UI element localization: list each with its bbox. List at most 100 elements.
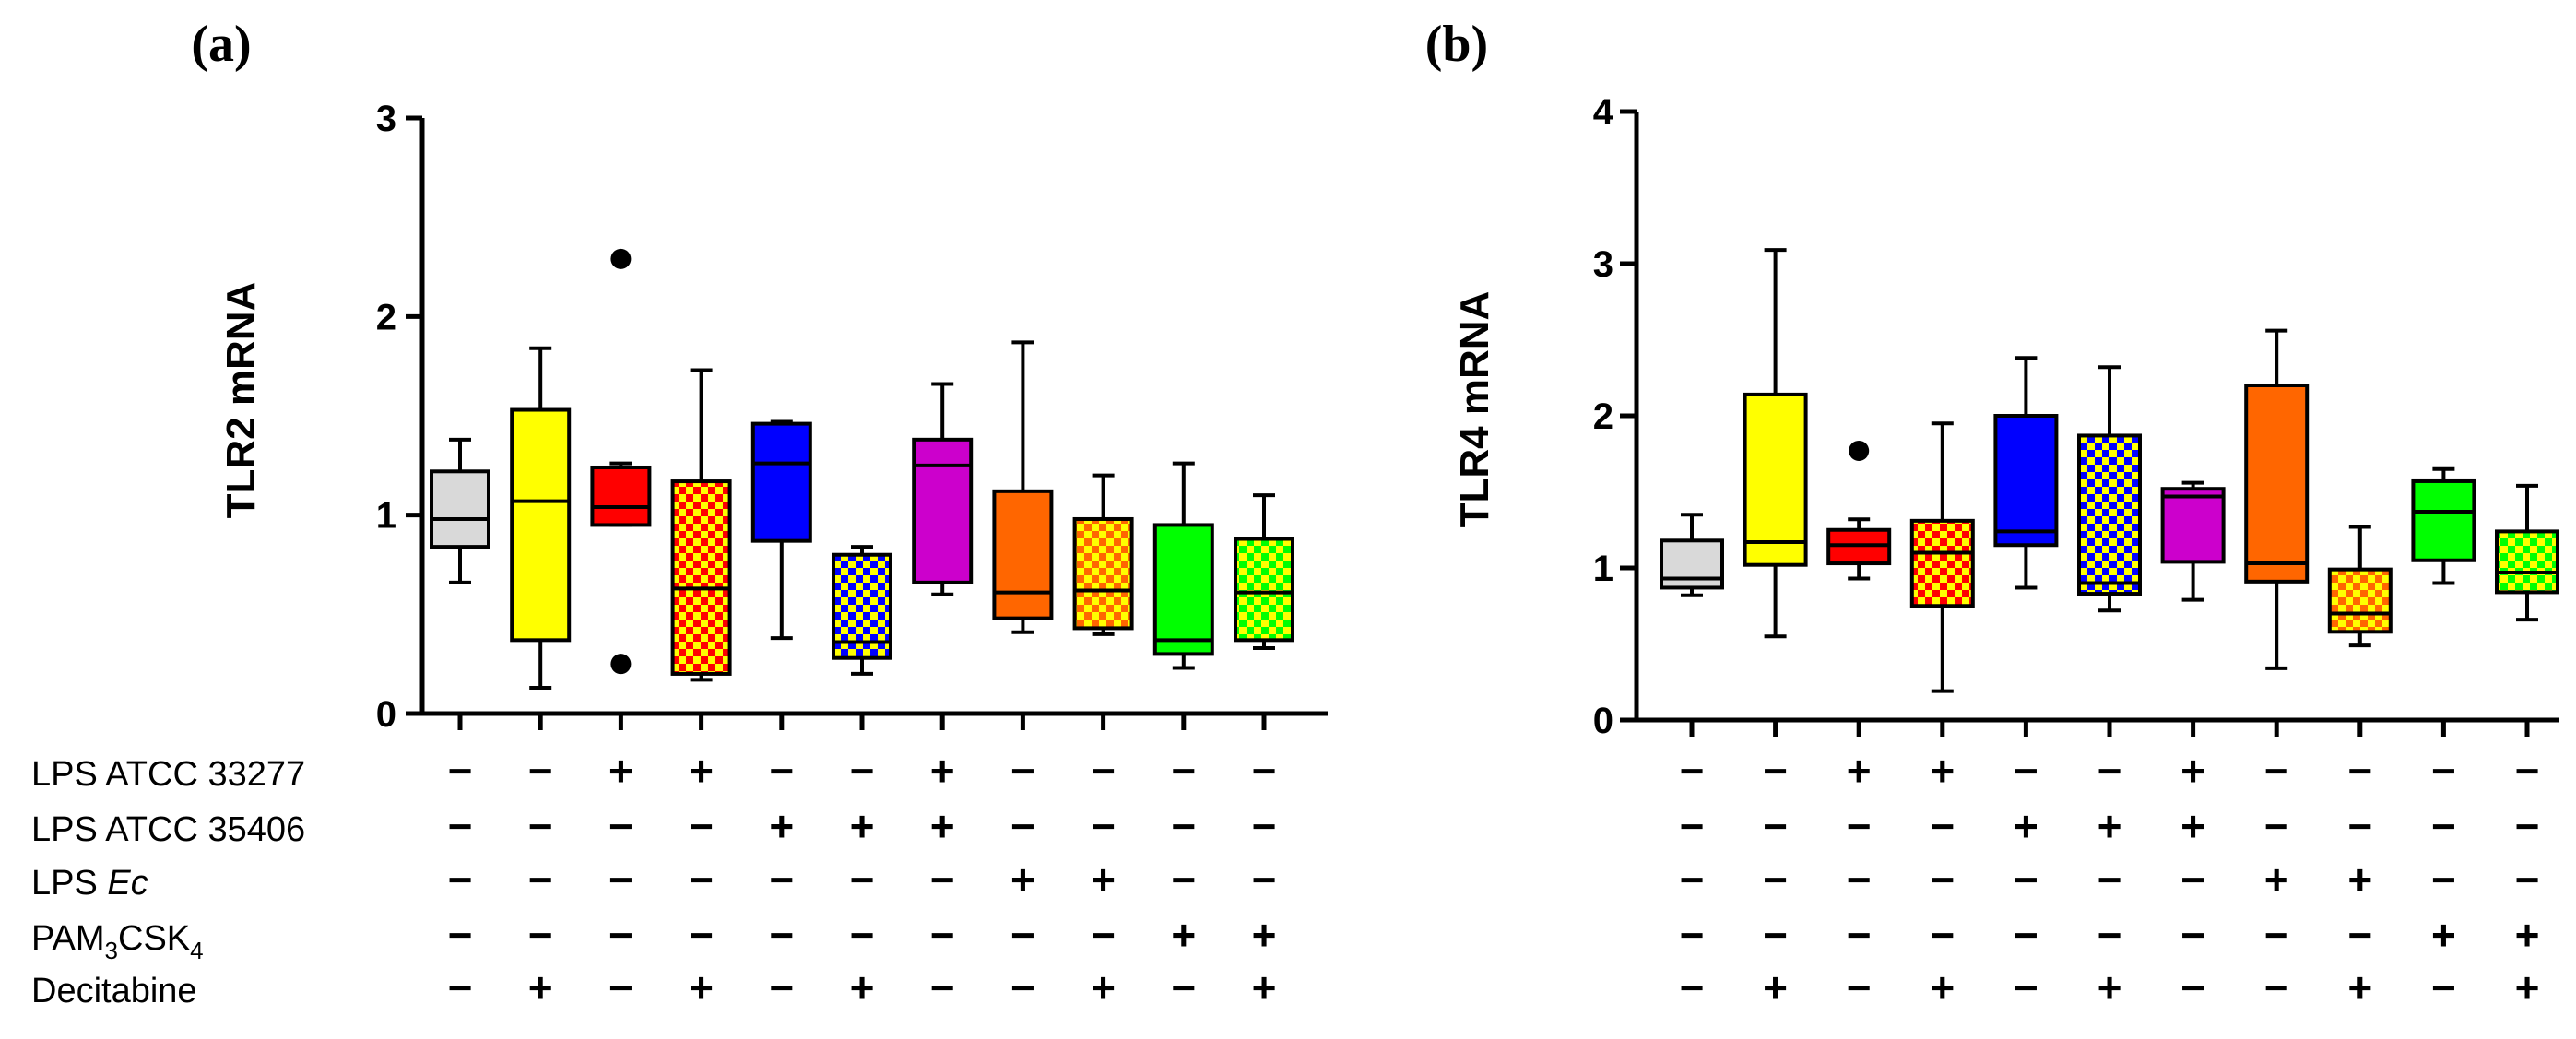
outlier-point [1849, 440, 1870, 461]
sign-b-r1-c11: − [2515, 747, 2540, 795]
sign-a-r1-c3: + [609, 747, 633, 795]
box-a-10 [1152, 461, 1214, 670]
panel-b: (b) TLR4 mRNA 0 1 2 3 4 [1425, 16, 2559, 741]
box-body [590, 465, 652, 527]
sign-b-r2-c1: − [1680, 802, 1705, 850]
sign-a-r3-c7: − [930, 856, 955, 903]
box-a-3 [590, 248, 652, 675]
box-body [2160, 487, 2226, 564]
sign-b-r4-c5: − [2014, 911, 2038, 959]
sign-a-r2-c8: − [1010, 802, 1035, 850]
sign-a-r5-c10: − [1171, 963, 1196, 1011]
sign-b-r4-c11: + [2515, 911, 2540, 959]
sign-b-r4-c1: − [1680, 911, 1705, 959]
box-body [2327, 567, 2393, 634]
sign-a-r1-c1: − [448, 747, 473, 795]
sign-b-r5-c3: − [1847, 963, 1872, 1011]
sign-a-r4-c8: − [1010, 911, 1035, 959]
box-body [750, 421, 812, 543]
sign-a-r3-c3: − [609, 856, 633, 903]
box-a-2 [510, 346, 572, 691]
box-b-3 [1826, 440, 1892, 581]
sign-a-r3-c5: − [769, 856, 794, 903]
box-body [430, 469, 490, 549]
box-body [1909, 518, 1975, 608]
sign-b-r1-c4: + [1930, 747, 1955, 795]
sign-b-r1-c2: − [1763, 747, 1788, 795]
sign-b-r2-c2: − [1763, 802, 1788, 850]
box-b-9 [2327, 525, 2393, 648]
box-b-7 [2160, 480, 2226, 602]
sign-b-r4-c9: − [2347, 911, 2372, 959]
box-body [1743, 392, 1808, 567]
sign-b-r5-c2: + [1763, 963, 1788, 1011]
sign-a-r2-c10: − [1171, 802, 1196, 850]
sign-a-r4-c3: − [609, 911, 633, 959]
sign-b-r2-c3: − [1847, 802, 1872, 850]
sign-b-r5-c8: − [2264, 963, 2289, 1011]
sign-b-r3-c5: − [2014, 856, 2038, 903]
outlier-point [610, 654, 632, 675]
sign-b-r1-c3: + [1847, 747, 1872, 795]
sign-b-r4-c10: + [2431, 911, 2456, 959]
sign-b-r2-c8: − [2264, 802, 2289, 850]
sign-b-r5-c1: − [1680, 963, 1705, 1011]
sign-b-r4-c6: − [2097, 911, 2122, 959]
sign-a-r1-c5: − [769, 747, 794, 795]
sign-b-r5-c10: − [2431, 963, 2456, 1011]
sign-a-r1-c2: − [528, 747, 553, 795]
sign-a-r1-c7: + [930, 747, 955, 795]
panel-a-label: (a) [191, 16, 251, 73]
sign-b-r3-c11: − [2515, 856, 2540, 903]
sign-a-r3-c11: − [1252, 856, 1277, 903]
sign-a-r2-c6: + [850, 802, 875, 850]
sign-b-r5-c11: + [2515, 963, 2540, 1011]
sign-b-r3-c8: + [2264, 856, 2289, 903]
box-b-11 [2495, 483, 2559, 622]
box-a-4 [670, 368, 732, 682]
sign-b-r4-c8: − [2264, 911, 2289, 959]
sign-a-r2-c7: + [930, 802, 955, 850]
sign-b-r2-c4: − [1930, 802, 1955, 850]
panel-b-y-tick-label: 2 [1593, 396, 1613, 437]
box-body [1993, 414, 2059, 548]
sign-a-r3-c4: − [689, 856, 714, 903]
sign-a-r5-c8: − [1010, 963, 1035, 1011]
sign-a-r5-c2: + [528, 963, 553, 1011]
row-label-pam-sub1: 3 [105, 937, 118, 964]
sign-a-r3-c10: − [1171, 856, 1196, 903]
panel-b-y-axis-label: TLR4 mRNA [1452, 291, 1497, 528]
sign-b-r3-c9: + [2347, 856, 2372, 903]
sign-a-r4-c6: − [850, 911, 875, 959]
box-a-6 [832, 545, 892, 676]
panel-a-y-axis-label: TLR2 mRNA [219, 282, 264, 519]
sign-b-r5-c9: + [2347, 963, 2372, 1011]
box-b-10 [2411, 466, 2476, 585]
sign-a-r2-c11: − [1252, 802, 1277, 850]
sign-b-r3-c10: − [2431, 856, 2456, 903]
sign-b-r1-c10: − [2431, 747, 2456, 795]
box-body [2244, 384, 2310, 584]
sign-a-r1-c8: − [1010, 747, 1035, 795]
box-a-7 [912, 382, 974, 596]
sign-b-r2-c5: + [2014, 802, 2038, 850]
sign-b-r2-c11: − [2515, 802, 2540, 850]
panel-b-y-tick-label: 3 [1593, 244, 1613, 285]
sign-a-r5-c9: + [1091, 963, 1116, 1011]
sign-b-r3-c4: − [1930, 856, 1955, 903]
condition-signs: −−−−−−−−−++−−−−+−−−+−+−−−−+−−+++−−−−−+−−… [448, 747, 2540, 1011]
sign-a-r3-c2: − [528, 856, 553, 903]
box-body [670, 479, 732, 676]
sign-b-r2-c10: − [2431, 802, 2456, 850]
sign-a-r3-c9: + [1091, 856, 1116, 903]
sign-a-r1-c6: − [850, 747, 875, 795]
row-label-lps-ec: LPS Ec [31, 864, 148, 903]
sign-b-r1-c9: − [2347, 747, 2372, 795]
sign-b-r1-c5: − [2014, 747, 2038, 795]
sign-b-r4-c2: − [1763, 911, 1788, 959]
box-b-2 [1743, 248, 1808, 639]
box-body [1152, 523, 1214, 656]
sign-a-r3-c6: − [850, 856, 875, 903]
sign-a-r5-c7: − [930, 963, 955, 1011]
sign-b-r1-c8: − [2264, 747, 2289, 795]
